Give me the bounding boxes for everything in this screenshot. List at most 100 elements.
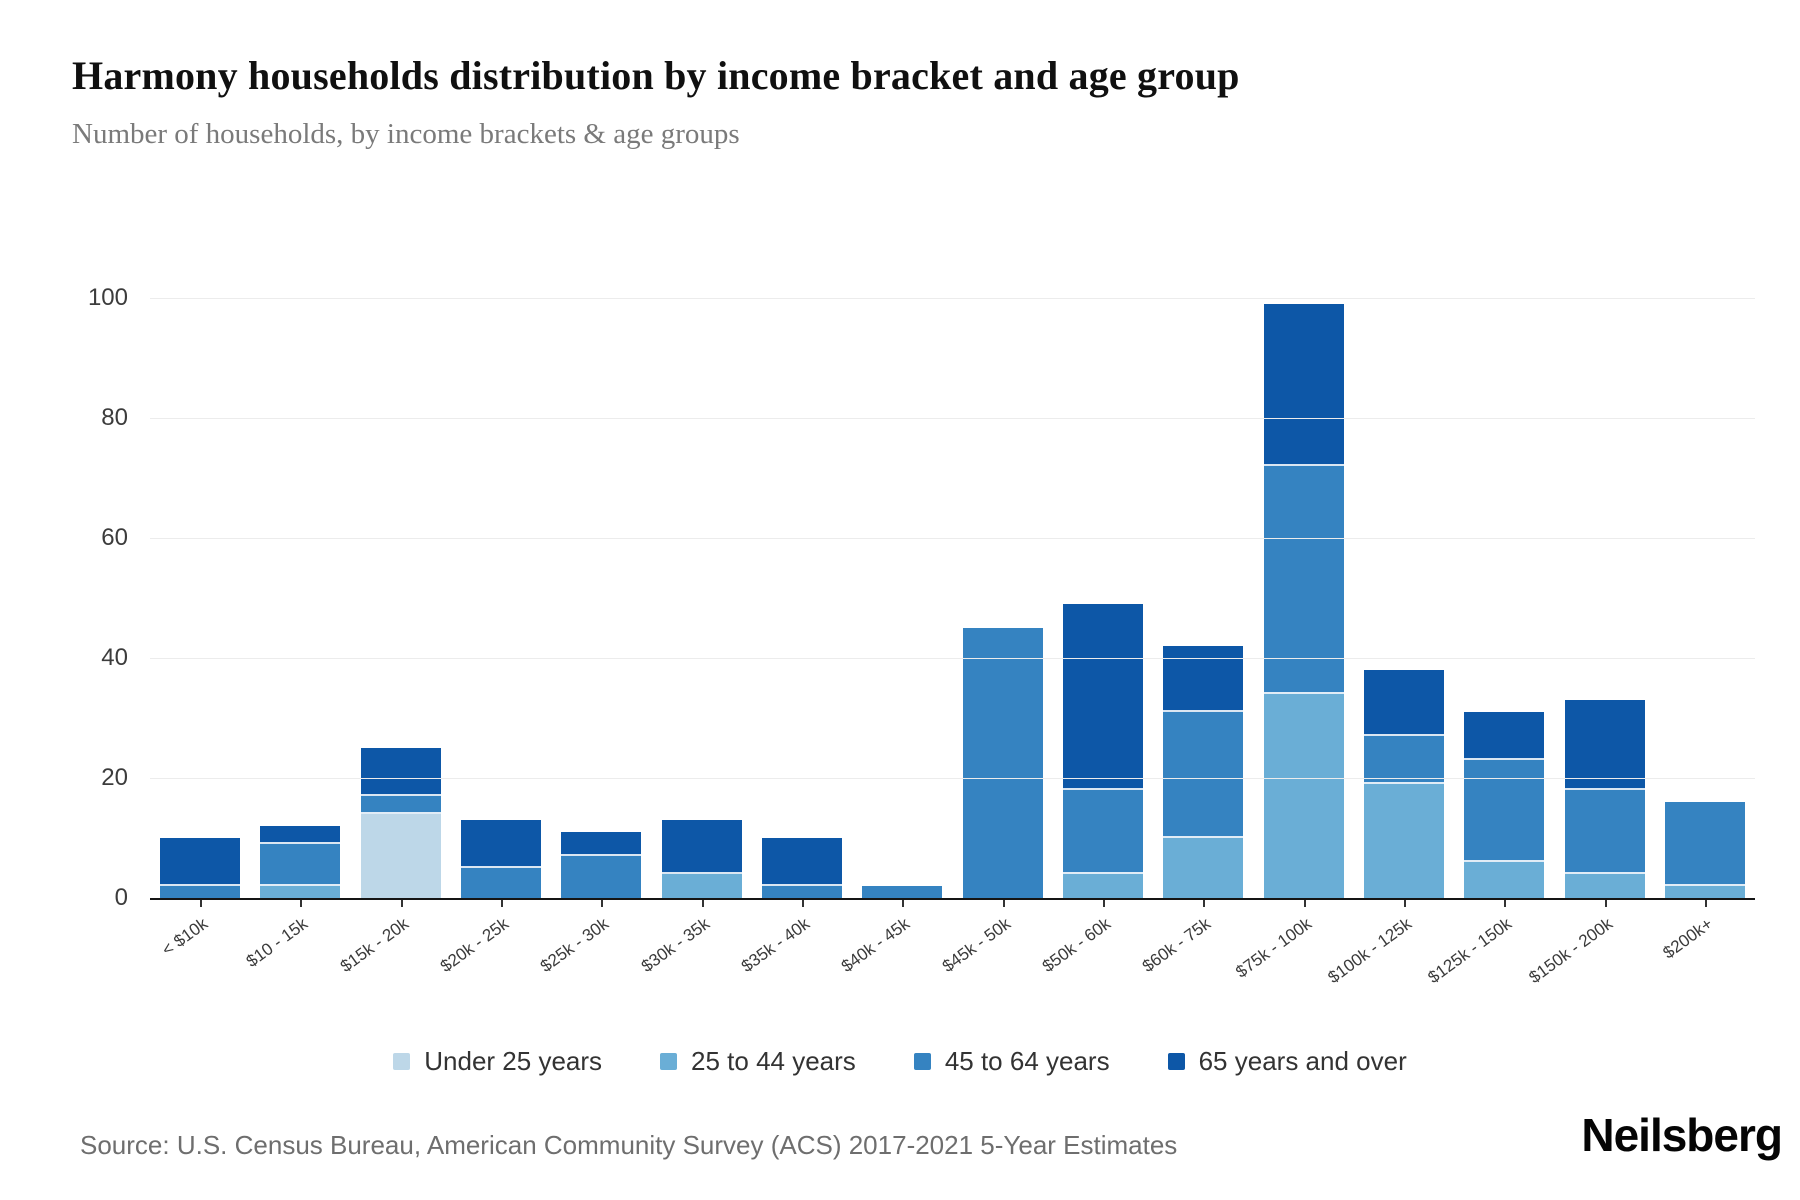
segment-45-to-64-years[interactable]: [762, 886, 843, 898]
segment-45-to-64-years[interactable]: [1564, 790, 1645, 874]
segment-65-years-and-over[interactable]: [360, 748, 441, 796]
y-tick-label-0: 0: [114, 884, 128, 911]
legend-item-45-to-64-years[interactable]: 45 to 64 years: [913, 1046, 1110, 1077]
segment-65-years-and-over[interactable]: [561, 832, 642, 856]
bar-25k-30k[interactable]: [561, 832, 642, 898]
legend-swatch: [660, 1053, 678, 1070]
bar-200k[interactable]: [1664, 802, 1745, 898]
y-tick-label-40: 40: [101, 644, 128, 671]
segment-under-25-years[interactable]: [360, 814, 441, 898]
segment-25-to-44-years[interactable]: [1363, 784, 1444, 898]
x-tick-label: $35k - 40k: [737, 914, 814, 977]
segment-25-to-44-years[interactable]: [1062, 874, 1143, 898]
bar-35k-40k[interactable]: [762, 838, 843, 898]
segment-65-years-and-over[interactable]: [1163, 646, 1244, 712]
bar-slot-16: $200k+: [1655, 238, 1755, 962]
bar-60k-75k[interactable]: [1163, 646, 1244, 898]
y-tick-label-60: 60: [101, 524, 128, 551]
page-title: Harmony households distribution by incom…: [72, 53, 1240, 98]
bar-10-15k[interactable]: [260, 826, 341, 898]
segment-45-to-64-years[interactable]: [1464, 760, 1545, 862]
x-tick: [1604, 900, 1607, 907]
bar-slot-13: $100k - 125k: [1324, 238, 1454, 987]
x-tick: [902, 900, 905, 907]
bar-10k[interactable]: [160, 838, 241, 898]
segment-65-years-and-over[interactable]: [1062, 604, 1143, 790]
bar-40k-45k[interactable]: [862, 886, 943, 898]
gridline-y60: [150, 538, 1755, 539]
segment-65-years-and-over[interactable]: [762, 838, 843, 886]
legend-item-under-25-years[interactable]: Under 25 years: [393, 1046, 602, 1077]
bar-slot-1: < $10k: [150, 238, 250, 960]
segment-25-to-44-years[interactable]: [661, 874, 742, 898]
bar-slot-15: $150k - 200k: [1525, 238, 1654, 987]
x-tick-label: $30k - 35k: [637, 914, 713, 977]
x-tick: [200, 900, 203, 907]
segment-45-to-64-years[interactable]: [461, 868, 542, 898]
bar-slot-11: $60k - 75k: [1139, 238, 1253, 976]
bar-150k-200k[interactable]: [1564, 700, 1645, 898]
segment-25-to-44-years[interactable]: [1664, 886, 1745, 898]
segment-45-to-64-years[interactable]: [260, 844, 341, 886]
neilsberg-logo[interactable]: Neilsberg: [1581, 1109, 1783, 1161]
segment-45-to-64-years[interactable]: [1062, 790, 1143, 874]
bar-20k-25k[interactable]: [461, 820, 542, 898]
segment-45-to-64-years[interactable]: [862, 886, 943, 898]
legend-item-25-to-44-years[interactable]: 25 to 44 years: [660, 1046, 856, 1077]
segment-25-to-44-years[interactable]: [1464, 862, 1545, 898]
gridline-y20: [150, 778, 1755, 779]
legend-label: 65 years and over: [1198, 1046, 1407, 1076]
legend: Under 25 years 25 to 44 years 45 to 64 yea…: [0, 1046, 1800, 1077]
bar-slot-5: $25k - 30k: [537, 238, 651, 976]
segment-65-years-and-over[interactable]: [1363, 670, 1444, 736]
x-tick: [1102, 900, 1105, 907]
x-tick-label: $45k - 50k: [938, 914, 1014, 977]
x-tick: [1203, 900, 1206, 907]
segment-25-to-44-years[interactable]: [1163, 838, 1244, 898]
segment-45-to-64-years[interactable]: [1664, 802, 1745, 886]
bar-slot-9: $45k - 50k: [938, 238, 1053, 976]
bar-slot-14: $125k - 150k: [1425, 238, 1554, 987]
y-tick-label-100: 100: [87, 284, 128, 311]
segment-65-years-and-over[interactable]: [461, 820, 542, 868]
y-tick-label-20: 20: [101, 764, 128, 791]
x-tick-label: $75k - 100k: [1231, 914, 1315, 982]
segment-65-years-and-over[interactable]: [1464, 712, 1545, 760]
bar-45k-50k[interactable]: [962, 628, 1043, 898]
gridline-y100: [150, 298, 1755, 299]
x-tick: [1002, 900, 1005, 907]
bar-slot-7: $35k - 40k: [738, 238, 852, 976]
bar-50k-60k[interactable]: [1062, 604, 1143, 898]
segment-25-to-44-years[interactable]: [1564, 874, 1645, 898]
segment-45-to-64-years[interactable]: [1163, 712, 1244, 838]
legend-item-65-years-and-over[interactable]: 65 years and over: [1167, 1046, 1407, 1077]
gridline-y40: [150, 658, 1755, 659]
x-tick: [1704, 900, 1707, 907]
x-tick-label: $25k - 30k: [537, 914, 613, 977]
segment-45-to-64-years[interactable]: [1263, 466, 1344, 694]
x-tick-label: $200k+: [1659, 914, 1717, 963]
segment-65-years-and-over[interactable]: [661, 820, 742, 874]
segment-45-to-64-years[interactable]: [561, 856, 642, 898]
x-tick: [701, 900, 704, 907]
bar-30k-35k[interactable]: [661, 820, 742, 898]
bar-slot-10: $50k - 60k: [1039, 238, 1153, 976]
segment-65-years-and-over[interactable]: [260, 826, 341, 844]
gridline-y80: [150, 418, 1755, 419]
segment-65-years-and-over[interactable]: [1564, 700, 1645, 790]
legend-label: Under 25 years: [424, 1046, 603, 1076]
bar-15k-20k[interactable]: [360, 748, 441, 898]
segment-25-to-44-years[interactable]: [1263, 694, 1344, 898]
segment-45-to-64-years[interactable]: [962, 628, 1043, 898]
segment-45-to-64-years[interactable]: [160, 886, 241, 898]
segment-25-to-44-years[interactable]: [260, 886, 341, 898]
bar-100k-125k[interactable]: [1363, 670, 1444, 898]
bar-75k-100k[interactable]: [1263, 304, 1344, 898]
segment-45-to-64-years[interactable]: [1363, 736, 1444, 784]
x-tick: [400, 900, 403, 907]
segment-45-to-64-years[interactable]: [360, 796, 441, 814]
bar-125k-150k[interactable]: [1464, 712, 1545, 898]
x-tick: [1303, 900, 1306, 907]
segment-65-years-and-over[interactable]: [160, 838, 241, 886]
segment-65-years-and-over[interactable]: [1263, 304, 1344, 466]
